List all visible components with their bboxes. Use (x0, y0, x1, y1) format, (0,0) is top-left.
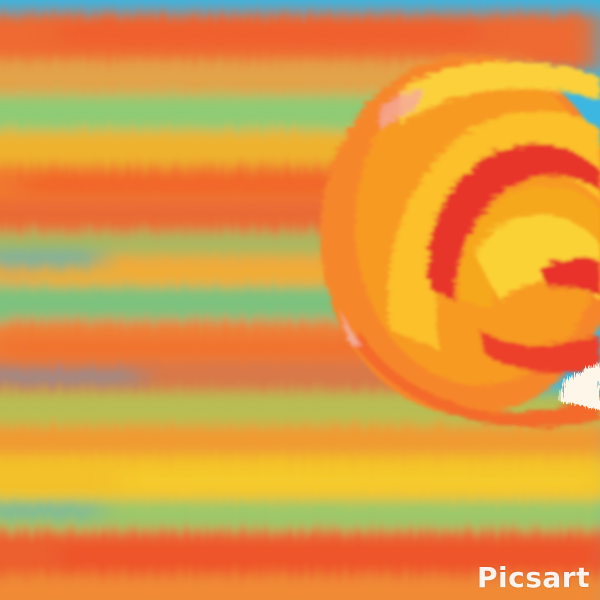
sun-blob (320, 55, 600, 428)
picsart-watermark: Picsart (477, 561, 590, 594)
